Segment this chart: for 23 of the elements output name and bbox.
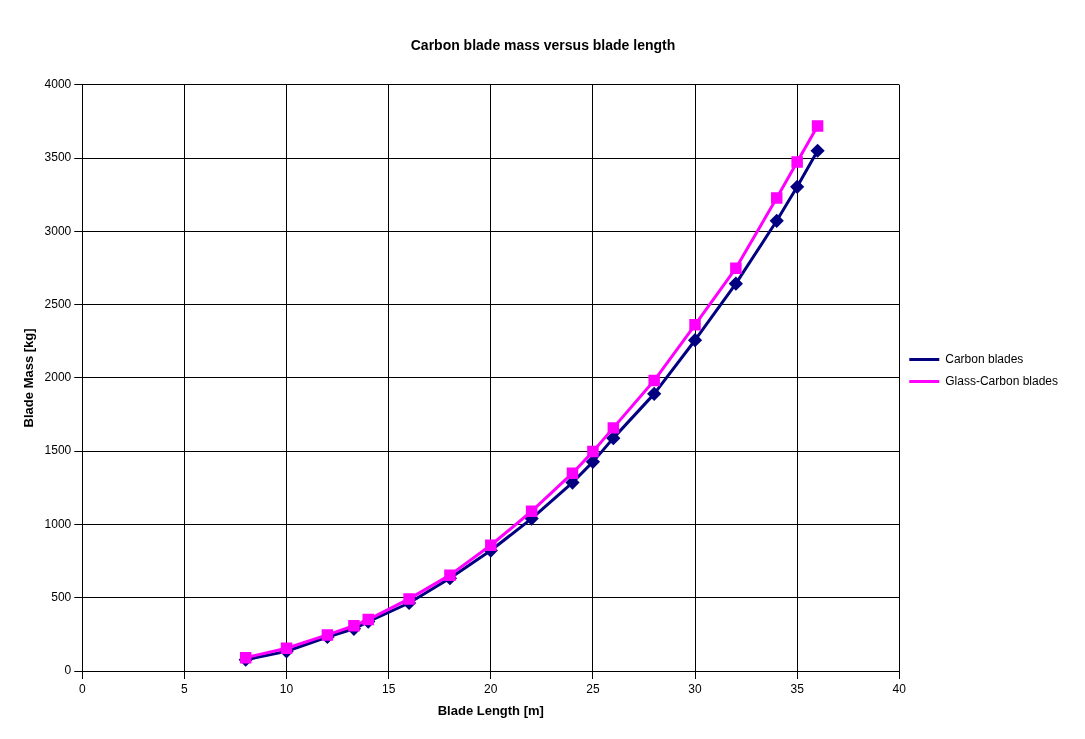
x-tick-label: 5 bbox=[181, 681, 189, 696]
x-tick-label: 25 bbox=[586, 681, 600, 696]
x-tick-label: 20 bbox=[484, 681, 498, 696]
chart-title: Carbon blade mass versus blade length bbox=[410, 37, 676, 54]
y-tick-label: 2000 bbox=[44, 370, 72, 385]
y-axis-title: Blade Mass [kg] bbox=[21, 328, 37, 428]
y-tick-label: 1000 bbox=[44, 516, 72, 531]
y-tick-label: 4000 bbox=[44, 77, 72, 92]
y-tick-label: 3000 bbox=[44, 223, 72, 238]
x-axis-title: Blade Length [m] bbox=[437, 702, 544, 718]
x-tick-label: 0 bbox=[78, 681, 86, 696]
x-tick-label: 15 bbox=[381, 681, 396, 696]
x-tick-label: 40 bbox=[892, 681, 907, 696]
y-tick-label: 2500 bbox=[44, 296, 72, 311]
x-tick-label: 35 bbox=[790, 681, 805, 696]
x-tick-label: 30 bbox=[688, 681, 703, 696]
legend-label: Carbon blades bbox=[945, 351, 1024, 366]
y-tick-label: 500 bbox=[51, 590, 72, 605]
y-tick-label: 3500 bbox=[44, 150, 72, 165]
y-tick-label: 0 bbox=[64, 663, 72, 678]
x-tick-label: 10 bbox=[279, 681, 294, 696]
legend-label: Glass-Carbon blades bbox=[945, 373, 1059, 388]
y-tick-label: 1500 bbox=[44, 443, 72, 458]
